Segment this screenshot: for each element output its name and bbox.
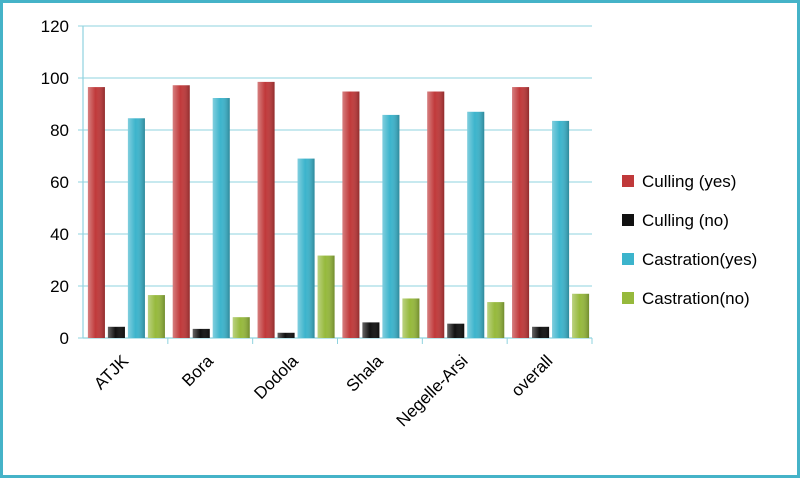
legend-label: Culling (no) <box>642 211 729 230</box>
legend-item: Castration(no) <box>622 289 750 308</box>
bar-shading <box>107 326 125 338</box>
bar-shading <box>317 255 335 338</box>
legend-swatch <box>622 175 634 187</box>
bar <box>107 326 125 338</box>
legend-swatch <box>622 214 634 226</box>
legend-label: Castration(no) <box>642 289 750 308</box>
legend-swatch <box>622 253 634 265</box>
bar <box>257 81 275 339</box>
bar <box>212 98 230 339</box>
bar-shading <box>257 81 275 339</box>
bar-shading <box>552 120 570 339</box>
legend-item: Castration(yes) <box>622 250 757 269</box>
y-tick-label: 40 <box>50 225 69 244</box>
y-tick-label: 80 <box>50 121 69 140</box>
bar <box>362 322 380 338</box>
bar <box>127 118 145 338</box>
x-tick-label: Shala <box>343 351 388 396</box>
bar <box>552 120 570 339</box>
y-tick-label: 0 <box>60 329 69 348</box>
bar-shading <box>192 328 210 338</box>
bar <box>172 85 190 338</box>
bar-shading <box>297 158 315 338</box>
bar <box>192 328 210 338</box>
bar <box>572 293 590 338</box>
bar <box>87 87 105 338</box>
bar-shading <box>572 293 590 338</box>
bar-shading <box>362 322 380 338</box>
bar-shading <box>532 326 550 338</box>
bars <box>87 81 590 339</box>
bar-shading <box>277 332 295 338</box>
bar <box>402 298 420 338</box>
legend-swatch <box>622 292 634 304</box>
legend-item: Culling (no) <box>622 211 729 230</box>
bar-shading <box>447 323 465 338</box>
y-tick-label: 20 <box>50 277 69 296</box>
y-tick-label: 60 <box>50 173 69 192</box>
bar <box>342 91 360 339</box>
x-tick-label: Dodola <box>250 351 302 403</box>
legend: Culling (yes) Culling (no) Castration(yes)… <box>622 172 757 308</box>
bar <box>277 332 295 338</box>
x-tick-label: overall <box>508 351 557 400</box>
bar-shading <box>127 118 145 338</box>
x-tick-label: Negelle-Arsi <box>393 351 472 430</box>
bar-shading <box>402 298 420 338</box>
bar-shading <box>487 302 505 338</box>
bar-shading <box>342 91 360 339</box>
gridlines <box>83 25 592 287</box>
bar-shading <box>467 111 485 338</box>
bar <box>487 302 505 338</box>
bar <box>232 317 250 338</box>
legend-label: Castration(yes) <box>642 250 757 269</box>
legend-label: Culling (yes) <box>642 172 736 191</box>
bar-shading <box>172 85 190 338</box>
bar-shading <box>212 98 230 339</box>
y-tick-label: 120 <box>41 17 69 36</box>
bar <box>447 323 465 338</box>
x-tick-label: Bora <box>178 351 217 390</box>
bar <box>427 91 445 339</box>
bar <box>297 158 315 338</box>
bar <box>532 326 550 338</box>
bar-shading <box>147 295 165 338</box>
axes <box>78 25 593 344</box>
x-tick-label: ATJK <box>90 351 132 393</box>
bar-shading <box>87 87 105 338</box>
bar-shading <box>512 87 530 338</box>
bar-shading <box>427 91 445 339</box>
y-tick-label: 100 <box>41 69 69 88</box>
bar <box>382 114 400 338</box>
bar-shading <box>382 114 400 338</box>
bar <box>317 255 335 338</box>
bar <box>147 295 165 338</box>
bar-shading <box>232 317 250 338</box>
bar <box>512 87 530 338</box>
legend-item: Culling (yes) <box>622 172 736 191</box>
bar <box>467 111 485 338</box>
